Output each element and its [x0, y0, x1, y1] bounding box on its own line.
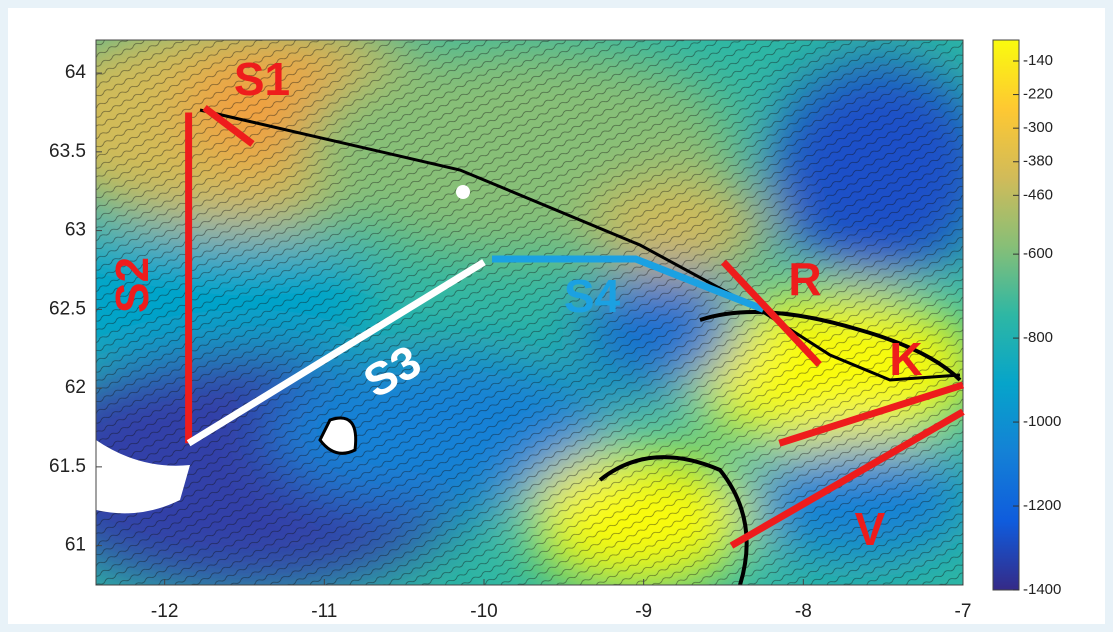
colorbar-tick-label: -460: [1023, 186, 1053, 203]
y-tick-label: 63.5: [49, 141, 86, 162]
colorbar-tick-label: -140: [1023, 52, 1053, 69]
section-label: K: [889, 333, 922, 385]
colorbar-tick-label: -300: [1023, 119, 1053, 136]
station-marker: [456, 185, 470, 199]
bathymetry: [20, 10, 990, 590]
colorbar-tick-label: -1000: [1023, 413, 1061, 430]
colorbar-tick-label: -1400: [1023, 581, 1061, 598]
x-tick-label: -9: [635, 601, 652, 622]
section-label: S4: [564, 270, 621, 322]
y-tick-label: 61: [65, 535, 86, 556]
section-label: S1: [234, 53, 290, 105]
x-tick-label: -10: [470, 601, 497, 622]
x-tick-label: -7: [955, 601, 972, 622]
colorbar-tick-label: -380: [1023, 153, 1053, 170]
x-tick-label: -8: [795, 601, 812, 622]
colorbar-tick-label: -800: [1023, 329, 1053, 346]
y-tick-label: 62: [65, 377, 86, 398]
section-label: V: [855, 503, 886, 555]
colorbar-tick-label: -600: [1023, 245, 1053, 262]
y-tick-label: 63: [65, 220, 86, 241]
colorbar-tick-label: -1200: [1023, 497, 1061, 514]
y-tick-label: 64: [65, 62, 87, 83]
colorbar: [993, 40, 1019, 590]
figure: S1 S2 S3 S4 R K V -12-11-10-9-8-76161.56…: [0, 0, 1113, 632]
section-label: S2: [106, 257, 158, 313]
y-tick-label: 62.5: [49, 298, 86, 319]
colorbar-tick-label: -220: [1023, 86, 1053, 103]
section-label: R: [788, 253, 821, 305]
x-tick-label: -11: [311, 601, 337, 622]
x-tick-label: -12: [151, 601, 178, 622]
y-tick-label: 61.5: [49, 456, 86, 477]
